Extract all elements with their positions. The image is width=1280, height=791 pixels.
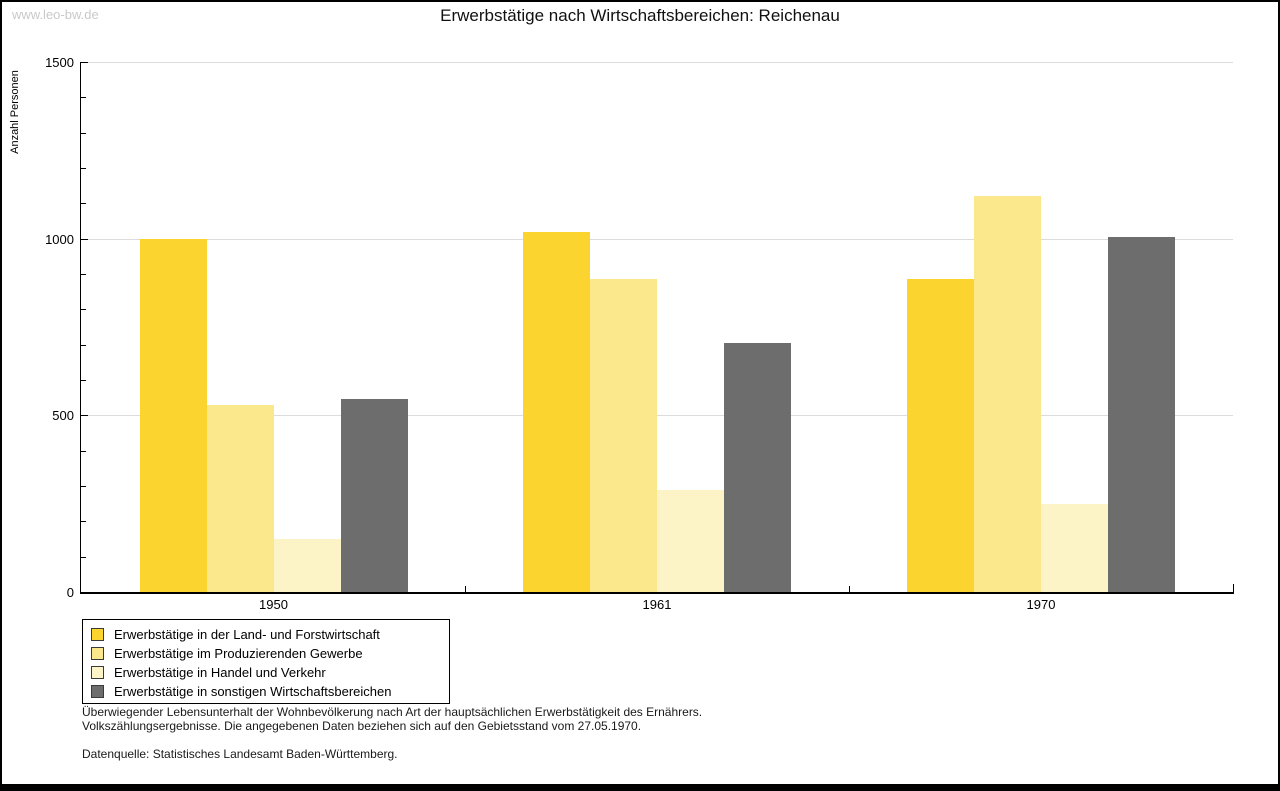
watermark: www.leo-bw.de — [12, 7, 99, 22]
y-axis-major-tick — [81, 415, 88, 417]
y-axis-major-tick — [81, 592, 88, 593]
x-axis-line — [80, 592, 1234, 594]
bar-1961-series-3 — [657, 489, 724, 592]
x-tick-label-1950: 1950 — [259, 597, 288, 612]
bar-1970-series-3 — [1041, 503, 1108, 592]
y-tick-label-500: 500 — [52, 408, 74, 424]
gridline-500 — [81, 415, 1233, 417]
y-axis-minor-tick — [81, 309, 86, 311]
y-axis-minor-tick — [81, 450, 86, 452]
legend-item-label: Erwerbstätige in sonstigen Wirtschaftsbe… — [114, 684, 392, 699]
y-tick-label-1000: 1000 — [45, 231, 74, 247]
y-axis-minor-tick — [81, 521, 86, 523]
footnote-line-2: Volkszählungsergebnisse. Die angegebenen… — [82, 719, 642, 733]
legend-item: Erwerbstätige im Produzierenden Gewerbe — [83, 644, 449, 663]
bar-1970-series-2 — [974, 196, 1041, 592]
x-axis-tick — [849, 586, 850, 592]
legend-item-label: Erwerbstätige im Produzierenden Gewerbe — [114, 646, 363, 661]
bar-1970-series-4 — [1108, 236, 1175, 592]
chart-title: Erwerbstätige nach Wirtschaftsbereichen:… — [440, 6, 840, 25]
legend-item: Erwerbstätige in sonstigen Wirtschaftsbe… — [83, 682, 449, 701]
y-axis-major-tick — [81, 62, 88, 63]
legend-item: Erwerbstätige in Handel und Verkehr — [83, 663, 449, 682]
bar-1970-series-1 — [907, 279, 974, 592]
y-axis-minor-tick — [81, 97, 86, 99]
bar-1950-series-3 — [273, 539, 341, 592]
x-tick-label-1970: 1970 — [1026, 597, 1056, 612]
bottom-border-bar — [2, 784, 1278, 789]
y-axis-minor-tick — [81, 486, 86, 487]
data-source-text: Datenquelle: Statistisches Landesamt Bad… — [82, 747, 398, 761]
x-axis-end-tick — [1233, 584, 1234, 592]
legend-box: Erwerbstätige in der Land- und Forstwirt… — [82, 619, 450, 704]
legend-swatch-icon — [91, 647, 104, 660]
x-axis-tick — [465, 586, 467, 592]
y-axis-title: Anzahl Personen — [9, 70, 21, 154]
legend-item: Erwerbstätige in der Land- und Forstwirt… — [83, 625, 449, 644]
legend-swatch-icon — [91, 666, 104, 679]
footnote-text: Überwiegender Lebensunterhalt der Wohnbe… — [82, 705, 702, 733]
y-axis-minor-tick — [81, 203, 86, 205]
y-axis-major-tick — [81, 238, 88, 240]
bar-1961-series-1 — [523, 231, 590, 592]
bar-1950-series-1 — [139, 238, 207, 592]
legend-swatch-icon — [91, 628, 104, 641]
y-axis-line — [80, 62, 81, 593]
y-axis-minor-tick — [81, 274, 86, 275]
gridline-1500 — [81, 62, 1233, 63]
gridline-1000 — [81, 238, 1233, 240]
y-axis-minor-tick — [81, 556, 86, 558]
legend-swatch-icon — [91, 685, 104, 698]
y-axis-minor-tick — [81, 380, 86, 381]
x-tick-label-1961: 1961 — [642, 597, 672, 612]
y-axis-minor-tick — [81, 344, 86, 346]
legend-item-label: Erwerbstätige in der Land- und Forstwirt… — [114, 627, 380, 642]
y-axis-minor-tick — [81, 168, 86, 169]
footnote-line-1: Überwiegender Lebensunterhalt der Wohnbe… — [82, 705, 703, 719]
y-tick-label-0: 0 — [66, 585, 74, 600]
y-axis-minor-tick — [81, 132, 86, 134]
bar-1961-series-2 — [590, 279, 657, 592]
bar-1961-series-4 — [724, 342, 791, 592]
bar-1950-series-2 — [206, 404, 274, 592]
bar-1950-series-4 — [340, 399, 408, 592]
y-tick-label-1500: 1500 — [45, 55, 74, 70]
legend-item-label: Erwerbstätige in Handel und Verkehr — [114, 665, 326, 680]
